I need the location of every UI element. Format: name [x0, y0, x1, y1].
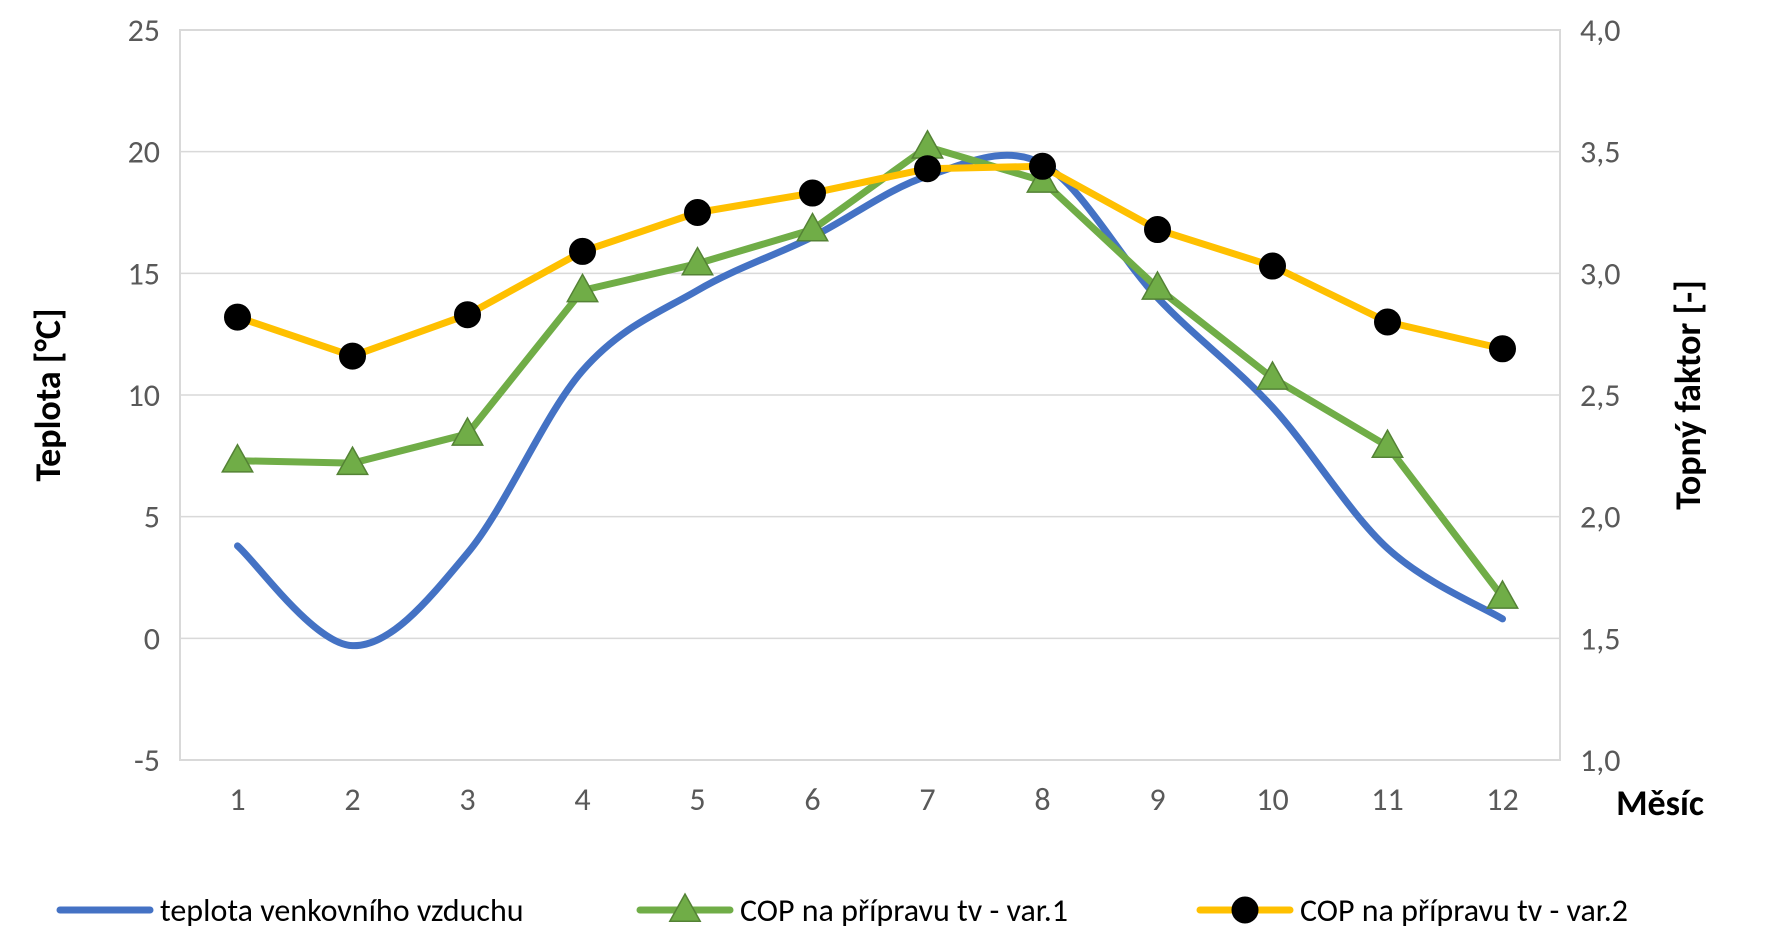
- y-right-title: Topný faktor [-]: [1666, 280, 1710, 510]
- series-marker-circle: [1375, 309, 1401, 335]
- series-marker-circle: [455, 302, 481, 328]
- y-left-tick: 5: [144, 498, 160, 537]
- series-line: [238, 147, 1503, 597]
- series-marker-circle: [225, 304, 251, 330]
- series-marker-circle: [570, 238, 596, 264]
- x-tick: 6: [804, 780, 820, 819]
- y-left-tick: 15: [128, 254, 160, 293]
- y-right-tick: 3,0: [1580, 254, 1620, 293]
- legend-swatch-circle-icon: [1232, 897, 1258, 923]
- y-right-tick: 1,5: [1580, 619, 1620, 658]
- x-tick: 3: [459, 780, 475, 819]
- x-tick: 9: [1149, 780, 1165, 819]
- y-right-tick: 4,0: [1580, 11, 1620, 50]
- x-tick: 1: [229, 780, 245, 819]
- series-marker-circle: [1030, 153, 1056, 179]
- chart-svg: -505101520251,01,52,02,53,03,54,01234567…: [0, 0, 1774, 946]
- series-marker-circle: [800, 180, 826, 206]
- series-marker-circle: [1260, 253, 1286, 279]
- x-tick: 4: [574, 780, 590, 819]
- y-left-tick: 10: [128, 376, 160, 415]
- y-right-tick: 1,0: [1580, 741, 1620, 780]
- y-left-tick: 25: [128, 11, 160, 50]
- series-marker-circle: [685, 200, 711, 226]
- series-marker-circle: [1490, 336, 1516, 362]
- chart-container: -505101520251,01,52,02,53,03,54,01234567…: [0, 0, 1774, 946]
- x-tick: 2: [344, 780, 360, 819]
- y-right-tick: 2,5: [1580, 376, 1620, 415]
- y-left-tick: 0: [144, 619, 160, 658]
- y-left-tick: -5: [134, 741, 160, 780]
- x-tick: 8: [1034, 780, 1050, 819]
- series-marker-triangle: [912, 131, 942, 158]
- y-right-tick: 3,5: [1580, 133, 1620, 172]
- legend-label: COP na přípravu tv - var.2: [1300, 891, 1628, 930]
- y-left-tick: 20: [128, 133, 160, 172]
- legend-label: COP na přípravu tv - var.1: [740, 891, 1068, 930]
- legend-label: teplota venkovního vzduchu: [160, 891, 524, 930]
- x-tick: 5: [689, 780, 705, 819]
- x-tick: 12: [1486, 780, 1518, 819]
- series-line: [238, 166, 1503, 356]
- x-tick: 7: [919, 780, 935, 819]
- series-marker-circle: [1145, 217, 1171, 243]
- x-tick: 11: [1371, 780, 1403, 819]
- y-right-tick: 2,0: [1580, 498, 1620, 537]
- series-marker-circle: [340, 343, 366, 369]
- x-tick: 10: [1256, 780, 1288, 819]
- y-left-title: Teplota [°C]: [26, 308, 70, 481]
- series-marker-circle: [915, 156, 941, 182]
- x-title: Měsíc: [1616, 781, 1704, 825]
